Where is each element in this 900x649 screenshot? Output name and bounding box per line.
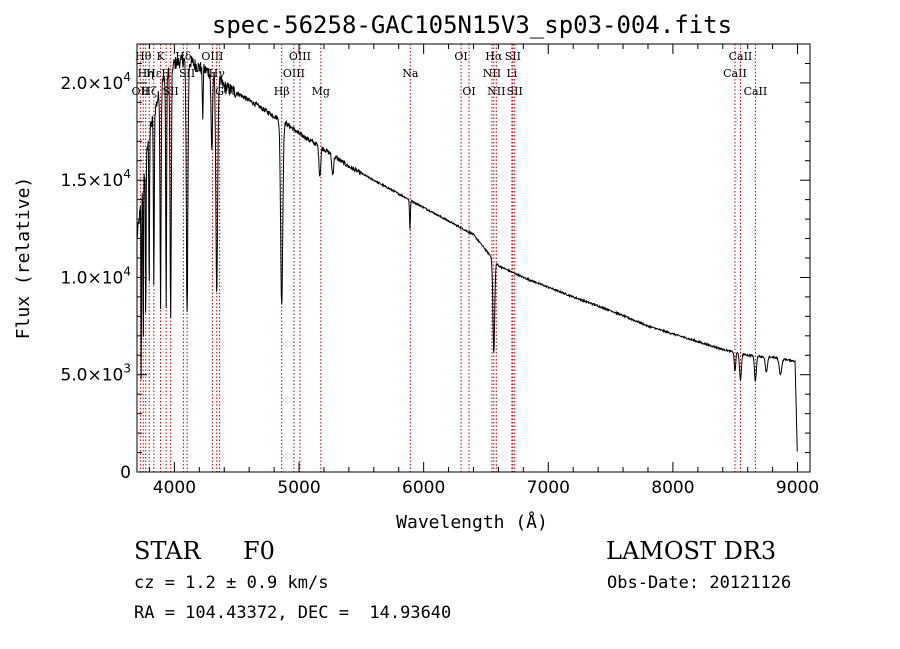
- y-tick-label: 1.5×104: [60, 167, 131, 191]
- spectral-line-label: Na: [402, 67, 419, 80]
- spectral-line-label: Hα: [485, 50, 503, 63]
- spectral-line-label: NII: [483, 67, 501, 80]
- spectral-line-label: Hβ: [274, 85, 290, 98]
- redshift-cz: cz = 1.2 ± 0.9 km/s: [134, 573, 329, 593]
- spectral-line-label: OIII: [289, 50, 311, 63]
- spectral-line-label: OI: [454, 50, 467, 63]
- object-class: STAR: [134, 537, 201, 565]
- x-tick-label: 8000: [651, 478, 694, 498]
- x-tick-label: 4000: [153, 478, 196, 498]
- spectral-line-label: SII: [507, 85, 523, 98]
- spectrum-series-line: [136, 54, 798, 452]
- x-axis-label: Wavelength (Å): [396, 511, 548, 533]
- spectral-line-label: Mg: [312, 85, 330, 98]
- x-tick-label: 9000: [776, 478, 819, 498]
- spectral-line-label: Hζ: [141, 85, 157, 98]
- y-tick-label: 5.0×103: [60, 362, 131, 386]
- x-tick-label: 5000: [277, 478, 320, 498]
- spectral-line-label: Hη: [138, 67, 154, 80]
- observation-date: Obs-Date: 20121126: [607, 573, 792, 593]
- spectral-line-label: SII: [505, 50, 521, 63]
- y-axis-label: Flux (relative): [13, 177, 34, 340]
- spectral-line-label: Hε: [146, 67, 162, 80]
- plot-frame: [136, 43, 811, 473]
- spectral-line-label: Li: [506, 67, 517, 80]
- spectral-line-label: CaII: [744, 85, 768, 98]
- coordinates: RA = 104.43372, DEC = 14.93640: [134, 603, 452, 623]
- spectral-line-label: OI: [462, 85, 475, 98]
- y-tick-label: 1.0×104: [60, 264, 131, 288]
- x-tick-label: 6000: [402, 478, 445, 498]
- spectral-line-label: NII: [487, 85, 505, 98]
- survey-name: LAMOST DR3: [606, 537, 777, 565]
- spectral-line-label: Hδ: [175, 50, 192, 63]
- chart-title: spec-56258-GAC105N15V3_sp03-004.fits: [212, 11, 732, 39]
- object-subclass: F0: [243, 537, 275, 565]
- spectral-line-label: SII: [179, 67, 195, 80]
- spectral-line-label: K: [156, 50, 165, 63]
- spectral-line-label: H: [161, 67, 171, 80]
- spectral-line-label: Hγ: [209, 67, 226, 80]
- spectral-line-label: SII: [163, 85, 179, 98]
- spectral-line-label: Hθ: [135, 50, 152, 63]
- x-tick-label: 7000: [527, 478, 570, 498]
- ticks-layer: 4000 5000 6000 7000 8000 9000 0 5.0×103 1.0×104 1…: [60, 43, 819, 498]
- spectral-line-label: CaII: [729, 50, 753, 63]
- y-tick-label: 0: [120, 463, 131, 483]
- spectral-line-label: CaII: [723, 67, 747, 80]
- spectral-line-label: OIII: [283, 67, 305, 80]
- y-tick-label: 2.0×104: [60, 70, 131, 94]
- spectral-line-label: OII: [132, 85, 150, 98]
- spectral-line-label: OIII: [201, 50, 223, 63]
